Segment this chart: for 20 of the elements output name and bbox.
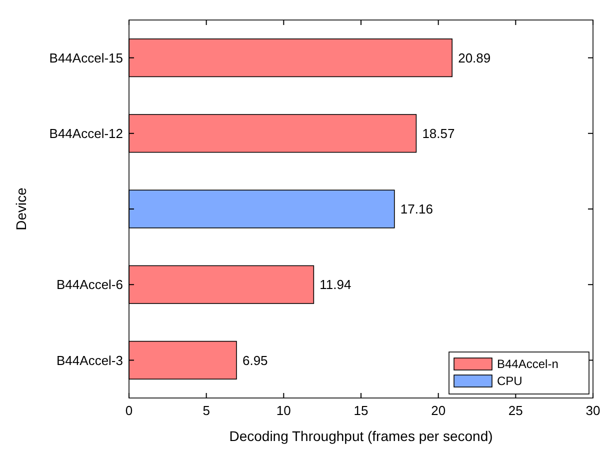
y-tick-label: B44Accel-15 — [49, 50, 123, 66]
data-label: 11.94 — [320, 277, 352, 292]
data-label: 18.57 — [422, 126, 455, 141]
x-axis-title: Decoding Throughput (frames per second) — [229, 428, 493, 444]
x-tick-label: 20 — [431, 403, 446, 418]
x-tick-label: 5 — [202, 403, 210, 418]
legend-label: CPU — [497, 374, 522, 388]
x-tick-label: 15 — [354, 403, 368, 418]
y-tick-label: B44Accel-12 — [49, 126, 123, 141]
x-tick-label: 25 — [508, 403, 523, 418]
y-tick-label: B44Accel-6 — [56, 277, 123, 292]
legend-label: B44Accel-n — [497, 357, 558, 372]
y-axis-title: Device — [13, 187, 29, 230]
data-label: 6.95 — [242, 352, 268, 368]
data-label: 17.16 — [400, 202, 433, 217]
x-tick-label: 10 — [276, 403, 291, 418]
data-label: 20.89 — [458, 50, 491, 66]
x-tick-label: 0 — [125, 403, 133, 418]
y-tick-label: B44Accel-3 — [56, 352, 123, 368]
x-tick-label: 30 — [586, 403, 600, 418]
